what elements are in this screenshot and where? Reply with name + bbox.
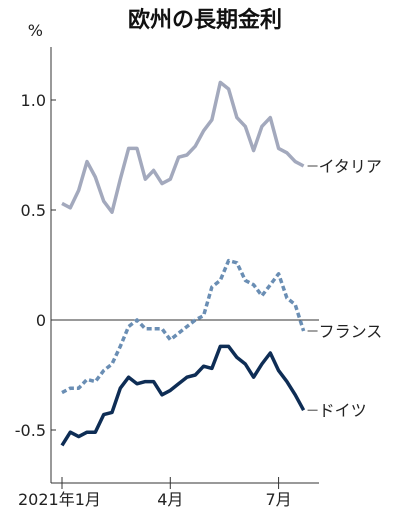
series-line-1 <box>61 80 305 214</box>
series-label: イタリア <box>319 157 382 176</box>
series-line-3 <box>60 344 306 447</box>
x-tick-label: 4月 <box>157 490 183 509</box>
y-tick-label: -0.5 <box>15 421 46 440</box>
series-lines <box>60 80 306 447</box>
series-line-2 <box>61 258 306 395</box>
x-ticks: 2021年1月 4月 7月 <box>18 477 292 509</box>
chart-title: 欧州の長期金利 <box>128 7 282 33</box>
y-tick-label: 0 <box>36 311 46 330</box>
y-tick-label: 0.5 <box>21 201 46 220</box>
series-label: フランス <box>319 322 383 341</box>
y-ticks: 1.0 0.5 0 -0.5 <box>15 91 56 440</box>
x-tick-label: 7月 <box>265 490 291 509</box>
y-tick-label: 1.0 <box>21 91 46 110</box>
series-label: ドイツ <box>319 401 367 420</box>
x-tick-label: 2021年1月 <box>18 490 101 509</box>
y-unit-label: % <box>28 21 43 40</box>
